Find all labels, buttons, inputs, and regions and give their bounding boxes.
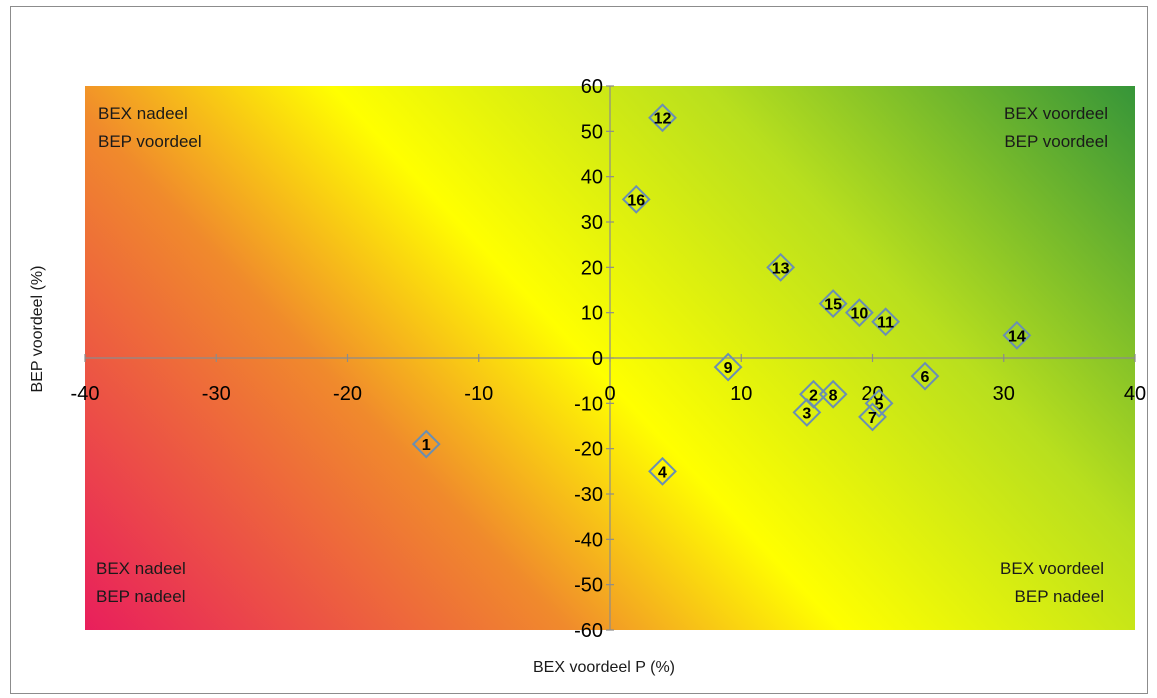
data-point-label: 7 <box>868 410 877 427</box>
x-tick-label: 40 <box>1124 383 1146 405</box>
data-point-16: 16 <box>621 184 651 214</box>
y-axis-title: BEP voordeel (%) <box>29 266 46 393</box>
data-point-label: 9 <box>724 360 733 377</box>
quadrant-top-left-line-2: BEP voordeel <box>98 132 202 151</box>
quadrant-bottom-left-line-2: BEP nadeel <box>96 587 185 606</box>
x-tick-label: -20 <box>333 383 362 405</box>
x-tick-label: 20 <box>861 383 883 405</box>
quadrant-label-top-left: BEX nadeel BEP voordeel <box>98 104 202 151</box>
diamond-marker <box>871 307 901 337</box>
y-tick-label: -30 <box>574 484 603 506</box>
quadrant-bottom-left-line-1: BEX nadeel <box>96 559 186 578</box>
x-tick-label: 0 <box>604 383 615 405</box>
data-point-4: 4 <box>648 456 677 486</box>
data-point-7: 7 <box>858 402 887 432</box>
axes <box>84 85 1136 631</box>
data-point-8: 8 <box>818 379 848 409</box>
data-point-1: 1 <box>411 429 441 459</box>
diamond-marker <box>648 103 677 133</box>
y-tick-label: 10 <box>581 303 603 325</box>
data-point-label: 15 <box>824 297 842 314</box>
diamond-marker <box>910 361 940 391</box>
data-point-label: 13 <box>772 260 790 277</box>
diamond-marker <box>818 289 848 319</box>
y-tick-label: -60 <box>574 620 603 642</box>
x-tick-label: -10 <box>464 383 493 405</box>
diamond-marker <box>858 402 887 432</box>
data-point-12: 12 <box>648 103 677 133</box>
data-point-label: 4 <box>658 464 667 481</box>
data-point-11: 11 <box>871 307 901 337</box>
data-point-label: 3 <box>802 405 811 422</box>
x-tick-labels: -40 -30 -20 -10 0 10 20 30 40 <box>71 383 1147 405</box>
quadrant-bottom-right-line-1: BEX voordeel <box>1000 559 1104 578</box>
diamond-marker <box>792 397 822 427</box>
scatter-chart: BEX nadeel BEP voordeel BEX voordeel BEP… <box>29 76 1147 676</box>
data-point-label: 6 <box>921 369 930 386</box>
quadrant-label-bottom-left: BEX nadeel BEP nadeel <box>96 559 186 606</box>
diamond-marker <box>818 379 848 409</box>
quadrant-label-top-right: BEX voordeel BEP voordeel <box>1004 104 1108 151</box>
diamond-marker <box>1002 320 1032 350</box>
data-point-10: 10 <box>844 298 874 328</box>
y-tick-label: -50 <box>574 575 603 597</box>
y-tick-label: -20 <box>574 439 603 461</box>
y-tick-label: 40 <box>581 167 603 189</box>
data-point-label: 14 <box>1008 328 1026 345</box>
data-point-label: 5 <box>875 396 884 413</box>
diamond-marker <box>648 456 677 486</box>
data-point-5: 5 <box>864 388 894 418</box>
x-axis-title: BEX voordeel P (%) <box>533 659 675 676</box>
data-point-label: 10 <box>850 306 868 323</box>
y-tick-labels: 60 50 40 30 20 10 0 -10 -20 -30 -40 -50 -60 <box>574 76 603 642</box>
quadrant-bottom-right-line-2: BEP nadeel <box>1015 587 1104 606</box>
data-point-3: 3 <box>792 397 822 427</box>
y-tick-label: -40 <box>574 529 603 551</box>
data-point-label: 1 <box>422 437 431 454</box>
data-point-6: 6 <box>910 361 940 391</box>
diamond-marker <box>621 184 651 214</box>
data-point-15: 15 <box>818 289 848 319</box>
y-tick-label: -10 <box>574 393 603 415</box>
diamond-marker <box>411 429 441 459</box>
quadrant-top-right-line-2: BEP voordeel <box>1004 132 1108 151</box>
x-tick-label: 30 <box>993 383 1015 405</box>
diamond-marker <box>864 388 894 418</box>
data-point-label: 8 <box>829 387 838 404</box>
data-point-label: 12 <box>654 111 672 128</box>
y-tick-label: 50 <box>581 121 603 143</box>
data-point-9: 9 <box>713 352 743 382</box>
data-point-label: 2 <box>809 387 818 404</box>
x-tick-label: 10 <box>730 383 752 405</box>
x-tick-label: -30 <box>202 383 231 405</box>
data-point-13: 13 <box>766 252 796 282</box>
x-tick-label: -40 <box>71 383 100 405</box>
y-tick-label: 30 <box>581 212 603 234</box>
y-tick-label: 60 <box>581 76 603 98</box>
data-point-14: 14 <box>1002 320 1032 350</box>
y-tick-label: 0 <box>592 348 603 370</box>
quadrant-label-bottom-right: BEX voordeel BEP nadeel <box>1000 559 1104 606</box>
y-tick-label: 20 <box>581 257 603 279</box>
diamond-marker <box>766 252 796 282</box>
data-point-label: 16 <box>627 192 645 209</box>
data-point-label: 11 <box>877 315 894 332</box>
diamond-marker <box>844 298 874 328</box>
diamond-marker <box>713 352 743 382</box>
quadrant-top-right-line-1: BEX voordeel <box>1004 104 1108 123</box>
chart-frame: BEX nadeel BEP voordeel BEX voordeel BEP… <box>10 6 1148 694</box>
quadrant-top-left-line-1: BEX nadeel <box>98 104 188 123</box>
